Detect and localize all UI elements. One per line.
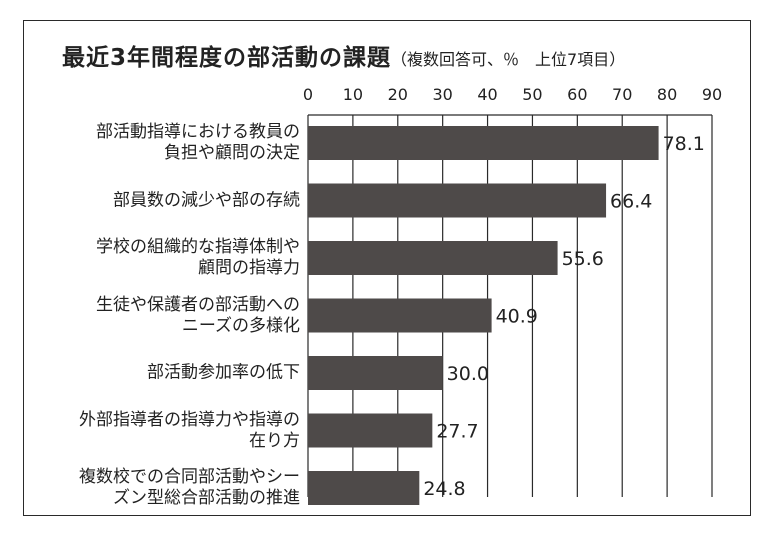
bar — [308, 241, 558, 275]
category-label: 部員数の減少や部の存続 — [30, 190, 300, 211]
data-label: 40.9 — [496, 306, 538, 328]
category-label-line: 負担や顧問の決定 — [164, 143, 300, 163]
x-tick-label: 70 — [612, 85, 632, 104]
x-tick-label: 10 — [343, 85, 363, 104]
category-label-line: 外部指導者の指導力や指導の — [79, 409, 300, 430]
category-label-line: 生徒や保護者の部活動への — [96, 294, 300, 315]
x-tick-label: 60 — [567, 85, 587, 104]
category-label: 部活動参加率の低下 — [30, 363, 300, 384]
category-label: 部活動指導における教員の 負担や顧問の決定 — [30, 122, 300, 164]
bar — [308, 183, 607, 218]
x-tick-label: 20 — [388, 85, 408, 104]
x-tick-label: 30 — [432, 85, 452, 104]
x-tick-label: 0 — [303, 85, 313, 104]
data-label: 24.8 — [423, 478, 465, 500]
category-label: 学校の組織的な指導体制や 顧問の指導力 — [30, 237, 300, 279]
category-label: 複数校での合同部活動やシー ズン型総合部活動の推進 — [30, 467, 300, 509]
title-main: 最近3年間程度の部活動の課題 — [62, 45, 392, 71]
data-label: 55.6 — [562, 248, 604, 270]
data-label: 66.4 — [610, 191, 652, 213]
category-label: 外部指導者の指導力や指導の 在り方 — [30, 410, 300, 452]
x-tick-label: 40 — [477, 85, 497, 104]
bar — [308, 356, 443, 390]
x-tick-label: 50 — [522, 85, 542, 104]
category-label-line: ズン型総合部活動の推進 — [113, 488, 300, 508]
category-label-line: 顧問の指導力 — [198, 258, 300, 278]
category-label-line: 複数校での合同部活動やシー — [79, 467, 300, 487]
chart-subtitle: （複数回答可、％ 上位7項目） — [391, 50, 626, 69]
chart-frame — [23, 20, 751, 516]
bar — [308, 413, 433, 448]
bar — [308, 126, 659, 160]
category-label: 生徒や保護者の部活動への ニーズの多様化 — [30, 295, 300, 337]
category-label-line: 部活動参加率の低下 — [147, 362, 300, 383]
x-tick-label: 90 — [702, 85, 722, 104]
data-label: 30.0 — [447, 363, 489, 385]
category-label-line: 在り方 — [249, 430, 300, 451]
bar — [308, 471, 420, 505]
x-tick-label: 80 — [657, 85, 677, 104]
bar — [308, 298, 492, 333]
category-label-line: ニーズの多様化 — [181, 315, 300, 336]
category-label-line: 部活動指導における教員の — [96, 122, 300, 142]
category-label-line: 部員数の減少や部の存続 — [113, 190, 300, 210]
chart-title: 最近3年間程度の部活動の課題（複数回答可、％ 上位7項目） — [62, 38, 625, 72]
data-label: 78.1 — [663, 133, 705, 155]
data-label: 27.7 — [436, 421, 478, 443]
category-label-line: 学校の組織的な指導体制や — [96, 237, 300, 257]
